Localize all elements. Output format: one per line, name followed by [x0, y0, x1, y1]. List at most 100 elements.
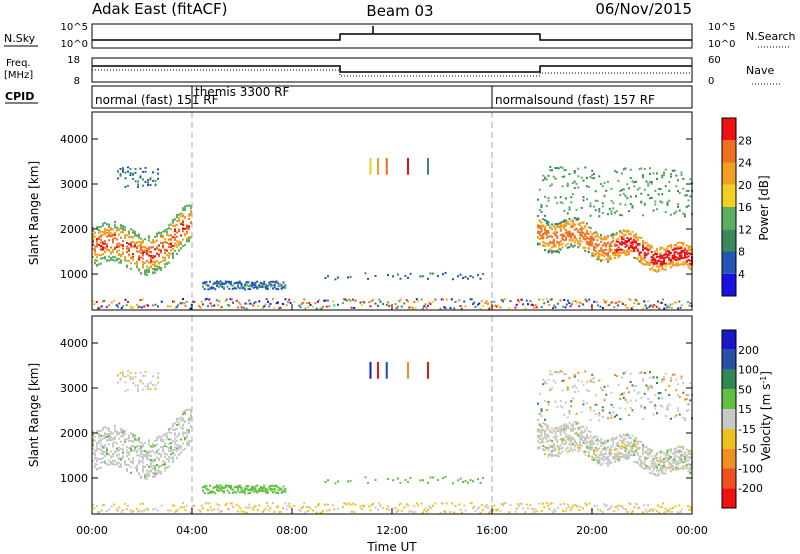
power-cell [242, 287, 245, 290]
power-cell [472, 303, 474, 306]
velocity-cell [680, 508, 683, 511]
power-cell [137, 306, 139, 309]
velocity-cell [689, 399, 692, 402]
velocity-cell [540, 410, 543, 413]
power-cell [170, 234, 172, 237]
power-cell [429, 302, 432, 305]
power-cell [663, 260, 665, 263]
power-cell [670, 244, 672, 247]
velocity-cell [265, 487, 267, 490]
velocity-cell [182, 449, 184, 452]
power-cell [586, 236, 588, 239]
power-cell [182, 245, 184, 248]
velocity-colorbar-color-cell [722, 488, 736, 508]
power-cell [619, 243, 622, 246]
power-cell [116, 226, 118, 229]
power-colorbar-tick-label: 12 [738, 223, 752, 236]
velocity-cell [318, 502, 321, 505]
power-cell [170, 245, 172, 248]
velocity-cell [537, 434, 539, 437]
velocity-cell [407, 367, 409, 370]
power-cell [473, 301, 476, 304]
power-cell [543, 302, 546, 305]
power-cell [477, 303, 479, 306]
velocity-cell [621, 393, 623, 396]
velocity-cell [158, 436, 160, 439]
power-cell [407, 157, 409, 160]
velocity-cell [124, 460, 126, 463]
velocity-cell [626, 441, 629, 444]
velocity-cell [573, 373, 576, 376]
velocity-cell [673, 457, 676, 460]
power-cell [180, 247, 182, 250]
velocity-cell [114, 428, 116, 431]
velocity-cell [118, 449, 120, 452]
power-cell [654, 258, 657, 261]
power-cell [205, 283, 208, 286]
velocity-cell [649, 472, 651, 475]
power-cell [561, 202, 564, 205]
power-cell [207, 305, 209, 308]
velocity-cell [270, 487, 273, 490]
velocity-cell [287, 505, 289, 508]
power-cell [175, 306, 178, 309]
velocity-cell [116, 442, 118, 445]
power-cell [188, 235, 190, 238]
power-cell [279, 284, 281, 287]
power-cell [150, 258, 152, 261]
velocity-cell [392, 479, 394, 482]
power-cell [214, 281, 217, 284]
velocity-cell [132, 444, 134, 447]
power-cell [568, 235, 571, 238]
power-cell [140, 241, 142, 244]
velocity-cell [619, 393, 622, 396]
power-cell [369, 163, 372, 166]
power-cell [254, 284, 257, 287]
power-cell [565, 221, 567, 224]
power-cell [608, 303, 611, 306]
power-cell [584, 298, 587, 301]
power-cell [593, 205, 595, 208]
power-cell [687, 252, 690, 255]
velocity-cell [556, 445, 559, 448]
velocity-cell [608, 459, 611, 462]
velocity-cell [594, 450, 597, 453]
power-cell [678, 209, 681, 212]
velocity-cell [407, 374, 409, 377]
power-cell [529, 300, 532, 303]
velocity-cell [352, 502, 354, 505]
power-cell [190, 207, 192, 210]
power-cell [605, 245, 608, 248]
power-cell [595, 300, 598, 303]
velocity-cell [619, 407, 622, 410]
power-cell [120, 224, 122, 227]
power-cell [427, 160, 429, 163]
velocity-cell [223, 490, 225, 493]
power-cell [650, 258, 653, 261]
power-cell [182, 221, 184, 224]
velocity-cell [636, 453, 639, 456]
power-cell [622, 188, 625, 191]
power-cell [617, 251, 620, 254]
velocity-cell [369, 374, 372, 377]
velocity-cell [566, 446, 569, 449]
velocity-cell [621, 376, 623, 379]
power-cell [193, 300, 196, 303]
velocity-cell [570, 405, 573, 408]
velocity-cell [591, 443, 594, 446]
velocity-cell [160, 464, 162, 467]
power-cell [654, 260, 657, 263]
velocity-cell [152, 475, 154, 478]
velocity-cell [369, 375, 372, 378]
velocity-cell [118, 432, 120, 435]
power-cell [570, 224, 573, 227]
power-cell [427, 163, 429, 166]
power-cell [377, 157, 379, 160]
velocity-cell [671, 464, 674, 467]
velocity-cell [593, 442, 595, 445]
velocity-cell [237, 485, 239, 488]
velocity-cell [92, 447, 94, 450]
velocity-cell [164, 469, 166, 472]
power-cell [182, 219, 184, 222]
velocity-cell [128, 439, 130, 442]
